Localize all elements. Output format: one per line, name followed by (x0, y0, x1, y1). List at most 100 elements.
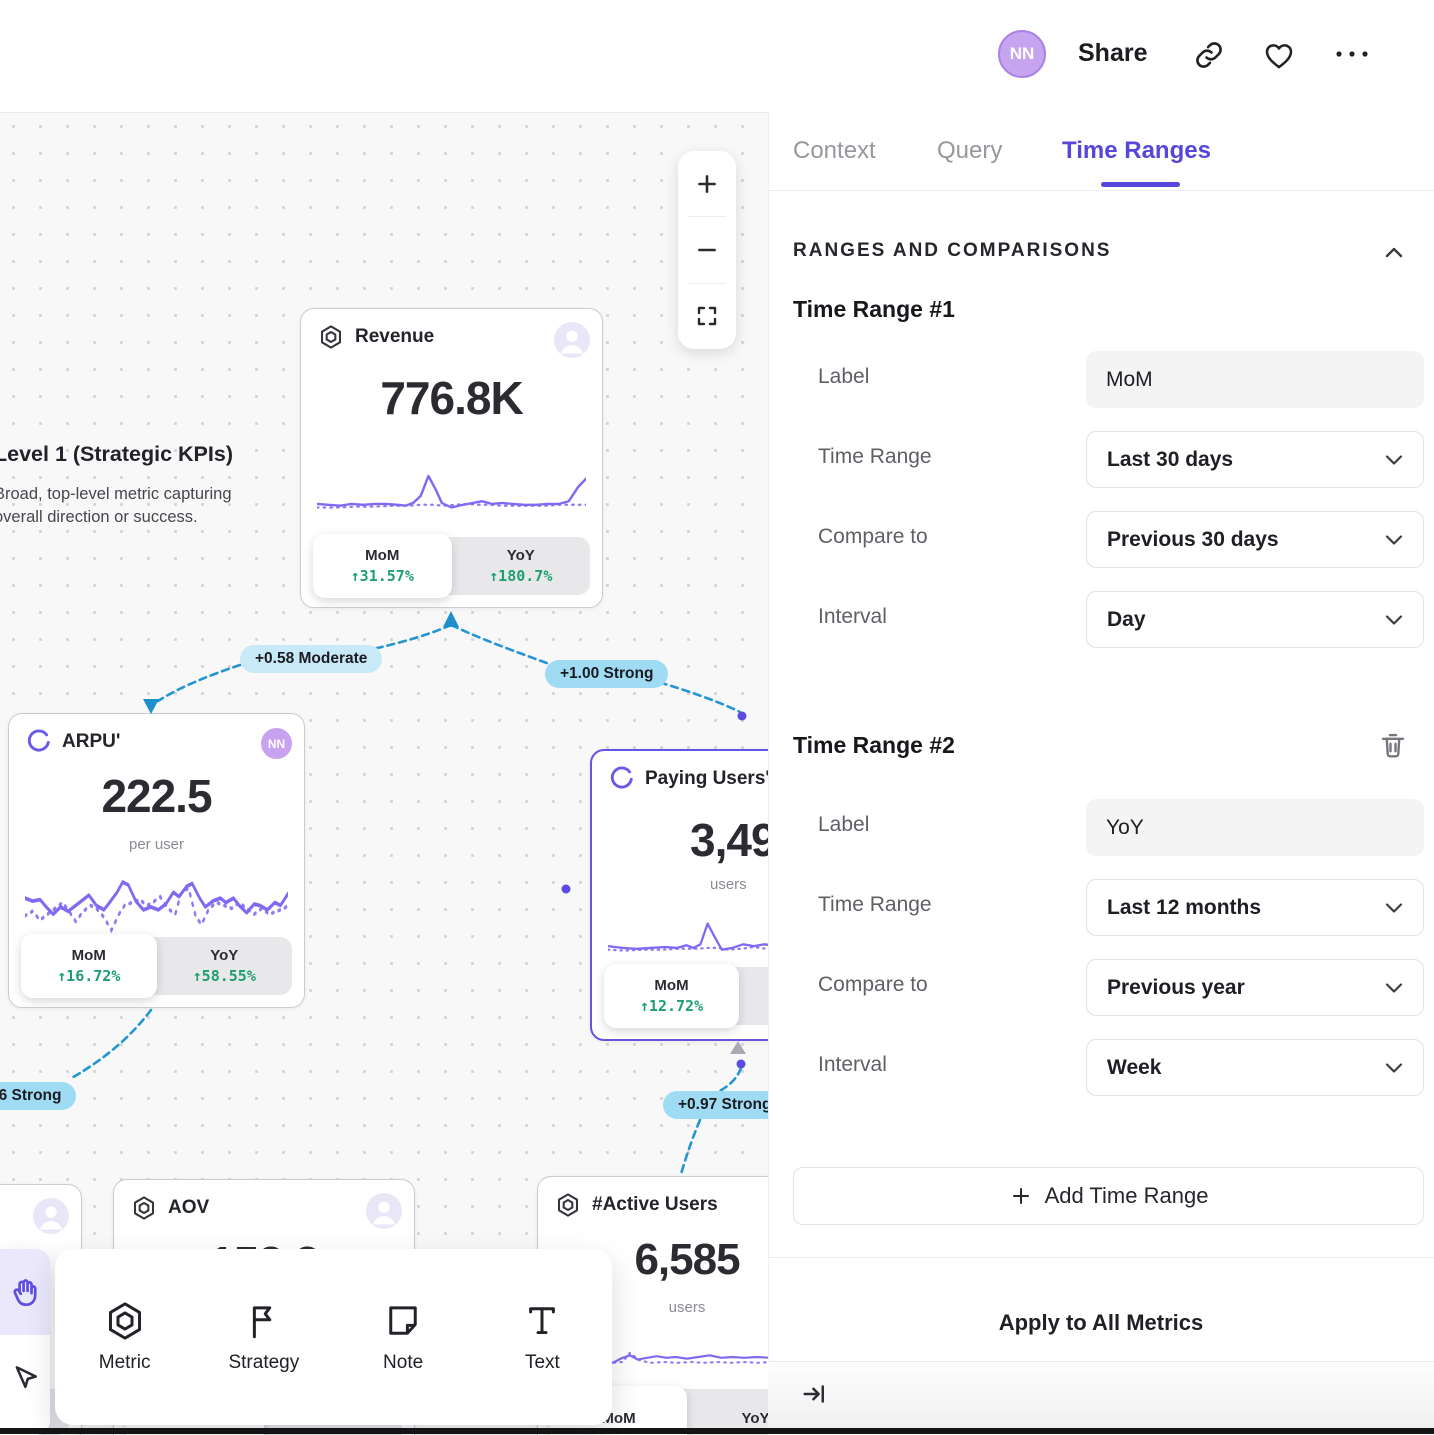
metric-unit: per user (128, 836, 185, 853)
time-range-select[interactable]: Last 12 months (1086, 879, 1424, 936)
more-options-icon[interactable] (1334, 48, 1370, 60)
chevron-up-icon[interactable] (1383, 243, 1405, 261)
sparkline (317, 467, 586, 521)
metric-value: 3,49 (690, 814, 768, 866)
note-title: Level 1 (Strategic KPIs) (0, 442, 233, 466)
tab-query[interactable]: Query (937, 137, 1003, 164)
hand-icon (13, 1279, 37, 1307)
tab-yoy[interactable]: YoY ↑58.55% (192, 947, 256, 985)
hand-tool-button[interactable] (0, 1249, 50, 1335)
owner-avatar (366, 1193, 402, 1229)
field-label: Time Range (818, 893, 932, 916)
owner-avatar (554, 322, 590, 358)
metric-card-paying-users[interactable]: Paying Users' 3,49 users MoM ↑12.72% (590, 749, 768, 1041)
tab-mom[interactable]: MoM ↑16.72% (21, 934, 157, 998)
zoom-out-button[interactable] (678, 217, 736, 282)
cursor-icon (15, 1366, 37, 1389)
compare-to-select[interactable]: Previous year (1086, 959, 1424, 1016)
zoom-controls (678, 151, 736, 349)
time-range-2-title: Time Range #2 (793, 732, 955, 758)
connector-dot[interactable] (561, 884, 571, 894)
chevron-down-icon (1385, 902, 1403, 913)
tab-time-ranges[interactable]: Time Ranges (1062, 137, 1211, 164)
comparison-tabs: MoM ↑16.72% YoY ↑58.55% (21, 934, 292, 998)
flag-icon (252, 1306, 272, 1339)
section-title: RANGES AND COMPARISONS (793, 240, 1112, 261)
apply-to-all-metrics-button[interactable]: Apply to All Metrics (998, 1310, 1204, 1335)
person-icon (372, 1201, 396, 1225)
chevron-down-icon (1385, 534, 1403, 545)
favorite-heart-icon[interactable] (1263, 40, 1295, 72)
field-label: Time Range (818, 445, 932, 468)
metric-card-revenue[interactable]: Revenue 776.8K MoM ↑31.57% YoY ↑180.7% (300, 308, 603, 608)
tab-yoy[interactable]: YoY ↑180.7% (489, 547, 553, 585)
field-label: Compare to (818, 525, 928, 548)
chevron-down-icon (1385, 982, 1403, 993)
tab-context[interactable]: Context (793, 137, 876, 164)
correlation-edges (68, 611, 747, 1176)
chevron-down-icon (1385, 454, 1403, 465)
toolbar-metric-button[interactable]: Metric (55, 1300, 194, 1374)
card-title: #Active Users (592, 1194, 718, 1215)
toolbar-text-button[interactable]: Text (473, 1300, 612, 1374)
sparkline (25, 866, 288, 942)
user-avatar[interactable]: NN (998, 30, 1046, 78)
interval-select[interactable]: Day (1086, 591, 1424, 648)
zoom-in-button[interactable] (678, 151, 736, 216)
label-input[interactable]: MoM (1086, 351, 1424, 408)
plus-icon (1012, 1188, 1029, 1204)
select-tool-button[interactable] (0, 1335, 50, 1421)
comparison-tabs: MoM ↑12.72% (604, 964, 768, 1028)
interval-select[interactable]: Week (1086, 1039, 1424, 1096)
metric-value: 6,585 (634, 1235, 740, 1284)
metric-card-arpu[interactable]: ARPU' NN 222.5 per user MoM ↑16.72% YoY … (8, 713, 305, 1008)
text-icon (529, 1307, 556, 1335)
panel-footer-bar (768, 1362, 1434, 1428)
note-body-line: overall direction or success. (0, 508, 198, 526)
correlation-pill[interactable]: 66 Strong (0, 1082, 77, 1110)
metric-tree-canvas[interactable]: Level 1 (Strategic KPIs) Broad, top-leve… (0, 112, 768, 1435)
metric-arc-icon (27, 729, 50, 752)
tab-mom[interactable]: MoM ↑31.57% (313, 534, 452, 598)
note-icon (389, 1306, 417, 1335)
card-title: Revenue (355, 326, 435, 347)
field-label: Interval (818, 605, 887, 628)
chevron-down-icon (1385, 614, 1403, 625)
metric-hexagon-icon (320, 325, 342, 349)
tab-mom[interactable]: MoM ↑12.72% (604, 964, 739, 1028)
metric-hexagon-icon (557, 1193, 579, 1217)
toolbar-note-button[interactable]: Note (334, 1300, 473, 1374)
field-label: Label (818, 365, 870, 388)
connector-dot[interactable] (736, 1059, 746, 1069)
fullscreen-icon (697, 307, 717, 326)
arrowhead-into-arpu (143, 699, 159, 714)
field-label: Interval (818, 1053, 887, 1076)
insert-toolbar: Metric Strategy Note Text (55, 1249, 612, 1425)
time-range-1-title: Time Range #1 (793, 296, 955, 322)
fit-view-button[interactable] (678, 284, 736, 349)
note-body-line: Broad, top-level metric capturing (0, 485, 232, 503)
share-button[interactable]: Share (1078, 39, 1148, 67)
connector-dot[interactable] (737, 711, 747, 721)
bottom-edge-strip (0, 1428, 1434, 1434)
correlation-pill[interactable]: +0.58 Moderate (240, 645, 383, 673)
metric-hexagon-icon (108, 1302, 141, 1340)
trash-icon[interactable] (1378, 729, 1408, 761)
collapse-panel-icon[interactable] (800, 1380, 828, 1408)
add-time-range-button[interactable]: Add Time Range (793, 1167, 1424, 1225)
time-range-select[interactable]: Last 30 days (1086, 431, 1424, 488)
correlation-pill[interactable]: +1.00 Strong (545, 660, 669, 688)
comparison-tabs: MoM ↑31.57% YoY ↑180.7% (313, 534, 590, 598)
person-icon (39, 1206, 63, 1230)
link-icon[interactable] (1194, 40, 1224, 70)
label-input[interactable]: YoY (1086, 799, 1424, 856)
arrowhead-into-revenue (443, 611, 459, 627)
compare-to-select[interactable]: Previous 30 days (1086, 511, 1424, 568)
app-header: NN Share (0, 0, 1434, 112)
tab-yoy[interactable]: YoY (741, 1409, 768, 1427)
correlation-pill[interactable]: +0.97 Strong (663, 1091, 768, 1119)
person-icon (560, 330, 584, 354)
chevron-down-icon (1385, 1062, 1403, 1073)
metric-hexagon-icon (133, 1196, 155, 1220)
toolbar-strategy-button[interactable]: Strategy (194, 1300, 333, 1374)
